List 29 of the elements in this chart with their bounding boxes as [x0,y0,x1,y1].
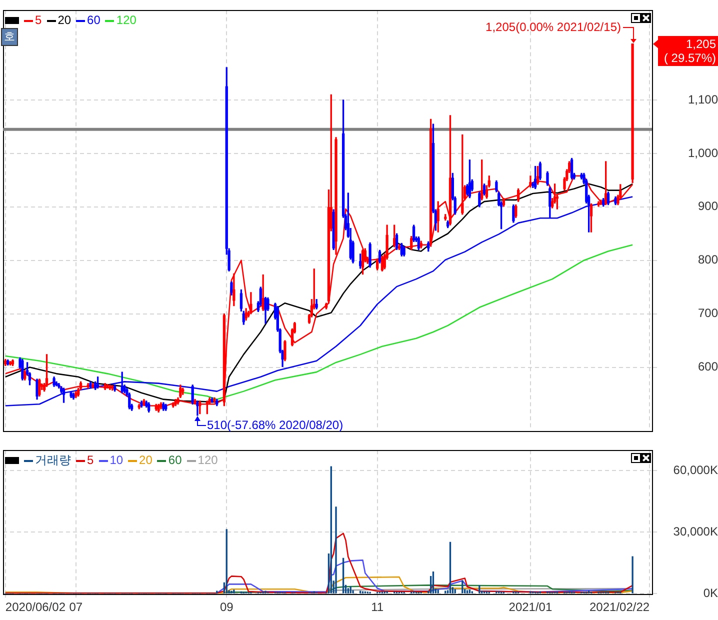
legend-label: 거래량 [35,453,71,468]
annotation: 510(-57.68% 2020/08/20) [207,418,344,432]
legend-label: 5 [87,453,94,468]
x-tick-label: 09 [220,600,234,614]
y-tick-label: 700 [698,306,718,320]
y-tick-label: 1,100 [688,92,718,106]
legend-label: 5 [35,13,42,28]
legend-label: 60 [168,453,182,468]
x-tick-label: 07 [69,600,83,614]
legend-label: 10 [110,453,124,468]
x-tick-label: 2020/06/02 [5,600,66,614]
legend-label: 20 [139,453,152,468]
text: 1,205 ( 29.57%) [658,36,718,66]
y-tick-label: 0K [703,586,718,600]
legend-label: 120 [116,13,136,28]
y-tick-label: 800 [698,252,718,267]
annotation: 호 [1,28,18,46]
y-tick-label: 30,000K [673,524,718,538]
annotation: 1,205(0.00% 2021/02/15) [486,20,621,34]
legend-label: 60 [87,13,100,28]
legend-label: 120 [198,453,218,468]
y-tick-label: 60,000K [673,463,718,477]
x-tick-label: 11 [371,600,384,614]
legend-label: 20 [58,13,72,28]
y-tick-label: 1,000 [688,146,718,160]
y-tick-label: 600 [698,360,718,374]
y-tick-label: 900 [698,199,718,214]
x-tick-label: 2021/02/22 [590,600,650,614]
x-tick-label: 2021/01 [508,600,552,614]
